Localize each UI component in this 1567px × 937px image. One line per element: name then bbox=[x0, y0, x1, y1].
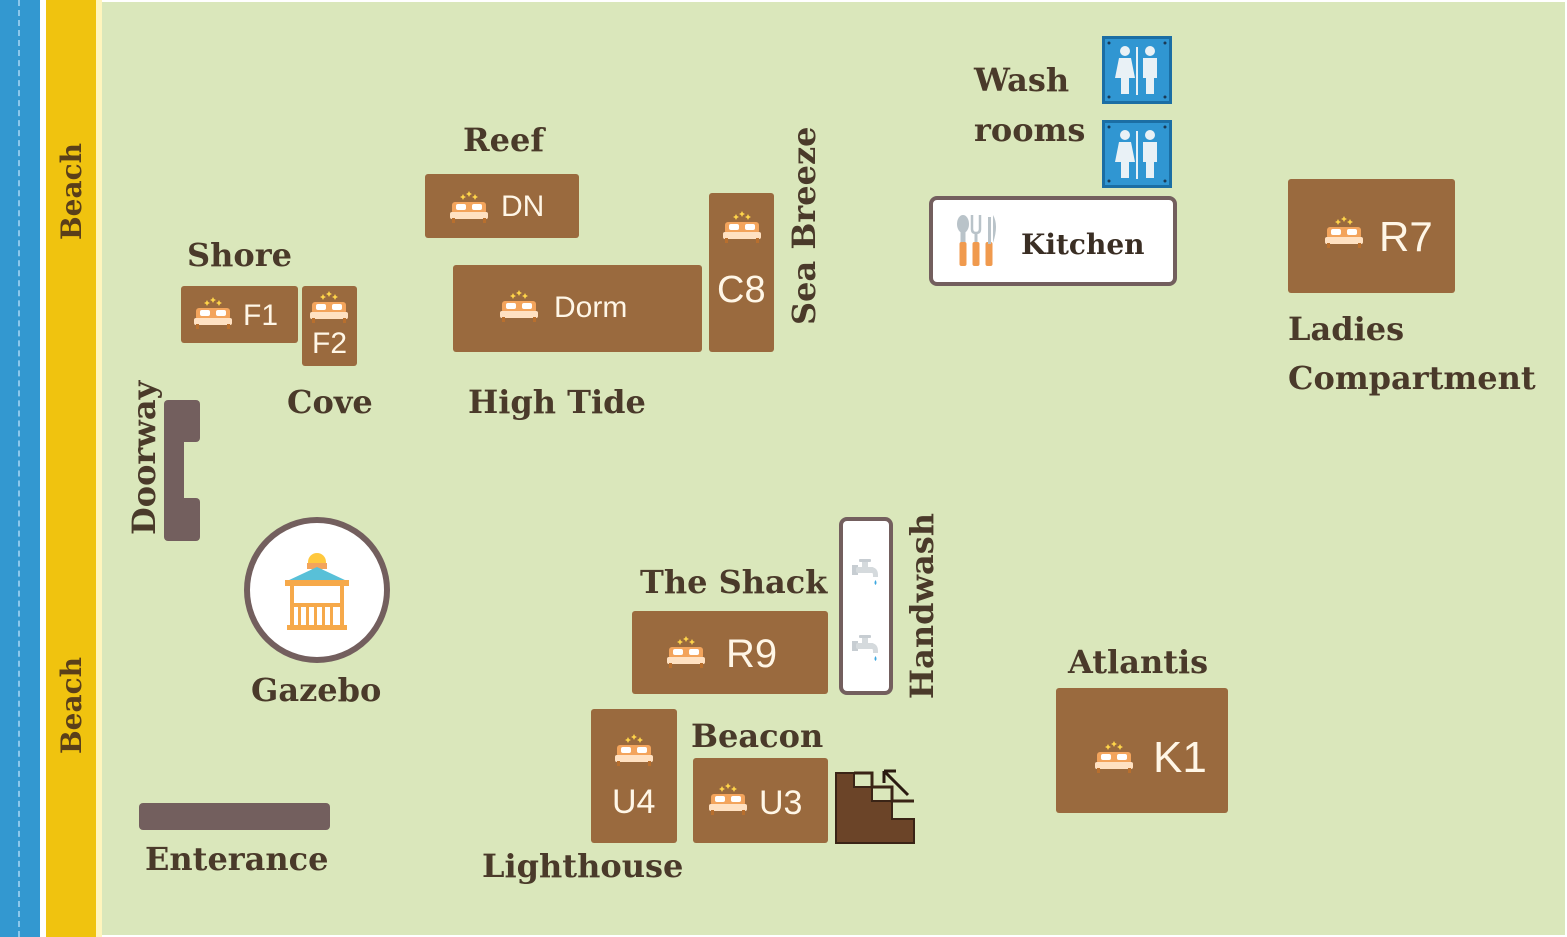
beach-strip bbox=[46, 0, 96, 937]
atlantis-label: Atlantis bbox=[1068, 643, 1209, 681]
stairs-icon[interactable] bbox=[834, 767, 918, 845]
ladies-label-line2: Compartment bbox=[1288, 359, 1536, 397]
room-r9[interactable]: R9 bbox=[632, 611, 828, 694]
room-code: U3 bbox=[759, 784, 803, 822]
room-code: DN bbox=[501, 190, 545, 223]
beach-edge bbox=[96, 0, 102, 937]
room-k1[interactable]: K1 bbox=[1056, 688, 1228, 813]
room-u4[interactable]: U4 bbox=[591, 709, 677, 843]
handwash-label: Handwash bbox=[903, 512, 941, 700]
bed-icon bbox=[450, 191, 488, 223]
entrance-wall bbox=[139, 803, 330, 830]
room-f1[interactable]: F1 bbox=[181, 286, 298, 343]
ladies-label-line1: Ladies bbox=[1288, 310, 1405, 348]
cutlery-icon bbox=[957, 215, 996, 266]
beach-label-top: Beach bbox=[55, 142, 88, 240]
faucet-icon bbox=[852, 559, 878, 585]
kitchen-label: Kitchen bbox=[1021, 228, 1145, 261]
kitchen[interactable]: Kitchen bbox=[929, 196, 1177, 286]
sea-breeze-label: Sea Breeze bbox=[785, 126, 823, 326]
room-dorm[interactable]: Dorm bbox=[453, 265, 702, 352]
room-code: K1 bbox=[1153, 733, 1207, 782]
shore-label: Shore bbox=[187, 236, 292, 274]
room-r7[interactable]: R7 bbox=[1288, 179, 1455, 293]
restroom-icon bbox=[1102, 120, 1172, 188]
room-c8[interactable]: C8 bbox=[709, 193, 774, 352]
room-f2[interactable]: F2 bbox=[302, 286, 357, 366]
cove-label: Cove bbox=[287, 383, 373, 421]
bed-icon bbox=[1325, 216, 1363, 248]
enterance-label: Enterance bbox=[145, 840, 329, 878]
reef-label: Reef bbox=[463, 121, 545, 159]
room-code: U4 bbox=[612, 783, 656, 821]
doorway-wall-mid bbox=[164, 436, 184, 506]
gazebo-icon bbox=[285, 553, 349, 630]
washrooms-label-line2: rooms bbox=[974, 111, 1086, 149]
room-code: R7 bbox=[1379, 213, 1433, 260]
room-code: Dorm bbox=[554, 291, 628, 324]
doorway-wall-bottom bbox=[164, 498, 200, 541]
doorway-label: Doorway bbox=[125, 380, 163, 535]
high-tide-label: High Tide bbox=[468, 383, 646, 421]
bed-icon bbox=[709, 783, 747, 815]
sea-strip bbox=[0, 0, 40, 937]
beach-label-bottom: Beach bbox=[55, 656, 88, 754]
room-dn[interactable]: DN bbox=[425, 174, 579, 238]
the-shack-label: The Shack bbox=[640, 563, 828, 601]
room-code: F1 bbox=[243, 299, 279, 332]
restroom-icon bbox=[1102, 36, 1172, 104]
bed-icon bbox=[500, 290, 538, 322]
bed-icon bbox=[615, 734, 653, 766]
doorway-wall-top bbox=[164, 400, 200, 442]
beacon-label: Beacon bbox=[691, 717, 824, 755]
bed-icon bbox=[1095, 741, 1133, 773]
lighthouse-label: Lighthouse bbox=[482, 847, 684, 885]
bed-icon bbox=[667, 636, 705, 668]
room-code: C8 bbox=[717, 269, 766, 311]
washrooms-label-line1: Wash bbox=[974, 61, 1070, 99]
bed-icon bbox=[723, 211, 761, 243]
faucet-icon bbox=[852, 635, 878, 661]
room-code: R9 bbox=[726, 632, 778, 676]
handwash-station[interactable] bbox=[839, 517, 893, 695]
bed-icon bbox=[310, 291, 348, 323]
gazebo-label: Gazebo bbox=[251, 671, 382, 709]
room-code: F2 bbox=[312, 327, 348, 360]
room-u3[interactable]: U3 bbox=[693, 758, 828, 843]
bed-icon bbox=[194, 297, 232, 329]
gazebo[interactable] bbox=[244, 517, 390, 663]
site-ground bbox=[102, 2, 1565, 935]
